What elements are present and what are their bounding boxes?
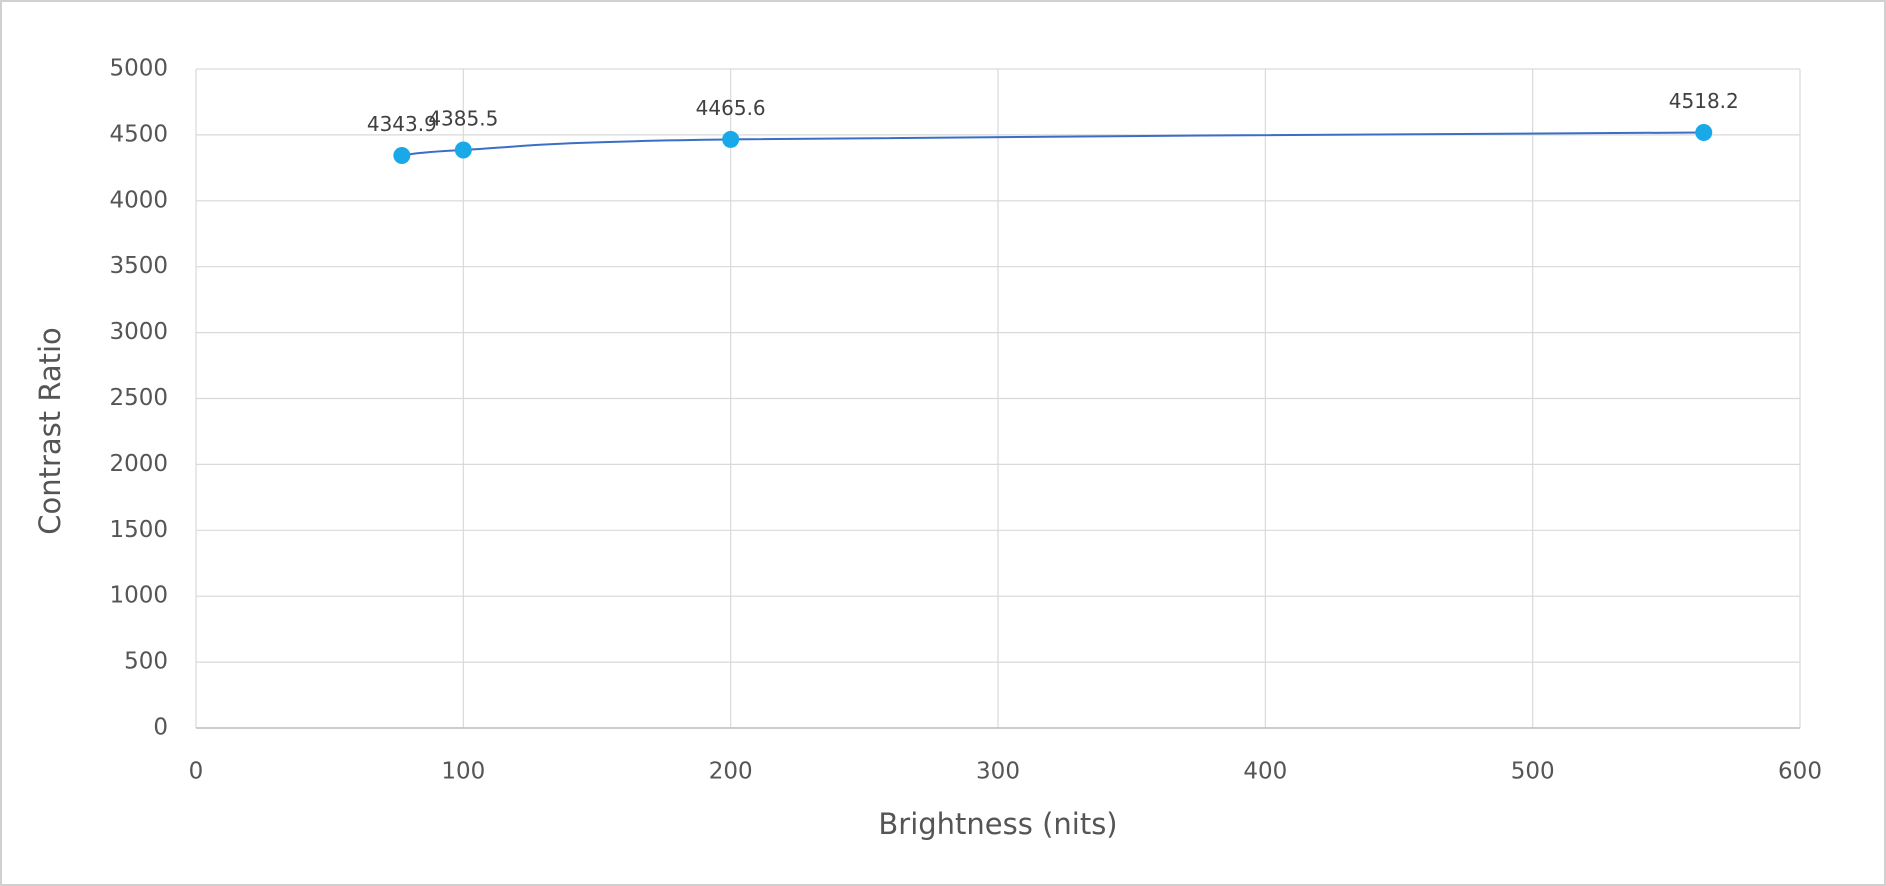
data-label: 4518.2 [1669, 89, 1739, 113]
x-tick-label: 600 [1778, 759, 1822, 785]
data-label: 4465.6 [696, 96, 766, 120]
x-tick-label: 300 [976, 759, 1020, 785]
y-tick-label: 4500 [109, 121, 168, 147]
data-point [1695, 124, 1713, 142]
y-tick-label: 2000 [109, 451, 168, 477]
x-axis-title: Brightness (nits) [878, 807, 1117, 841]
x-tick-label: 200 [709, 759, 753, 785]
y-tick-label: 1000 [109, 583, 168, 609]
x-tick-label: 100 [441, 759, 485, 785]
y-tick-label: 2500 [109, 385, 168, 411]
data-point [393, 146, 411, 164]
data-label: 4385.5 [428, 106, 498, 130]
data-point [722, 130, 740, 148]
y-tick-label: 5000 [109, 56, 168, 82]
data-label: 4343.9 [367, 112, 437, 136]
y-tick-label: 3500 [109, 253, 168, 279]
y-tick-label: 4000 [109, 187, 168, 213]
x-tick-label: 0 [189, 759, 204, 785]
data-point [454, 141, 472, 159]
x-tick-label: 500 [1511, 759, 1555, 785]
y-tick-label: 1500 [109, 517, 168, 543]
y-tick-label: 500 [124, 649, 168, 675]
y-axis-title: Contrast Ratio [33, 327, 67, 535]
x-tick-label: 400 [1243, 759, 1287, 785]
y-tick-label: 0 [153, 715, 168, 741]
y-tick-label: 3000 [109, 319, 168, 345]
